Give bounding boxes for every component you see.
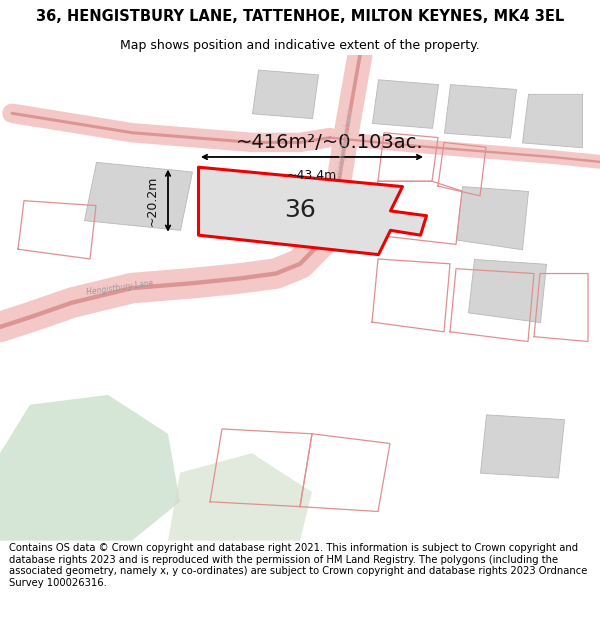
Text: ~43.4m: ~43.4m [287, 169, 337, 182]
Text: Map shows position and indicative extent of the property.: Map shows position and indicative extent… [120, 39, 480, 52]
Text: ~20.2m: ~20.2m [146, 176, 159, 226]
Text: Hengistbury Lane: Hengistbury Lane [335, 108, 355, 176]
Text: 36, HENGISTBURY LANE, TATTENHOE, MILTON KEYNES, MK4 3EL: 36, HENGISTBURY LANE, TATTENHOE, MILTON … [36, 9, 564, 24]
Text: Contains OS data © Crown copyright and database right 2021. This information is : Contains OS data © Crown copyright and d… [9, 543, 587, 588]
Text: Hengistbury Lane: Hengistbury Lane [86, 279, 154, 298]
Text: 36: 36 [284, 198, 316, 222]
Text: ~416m²/~0.103ac.: ~416m²/~0.103ac. [236, 133, 424, 152]
